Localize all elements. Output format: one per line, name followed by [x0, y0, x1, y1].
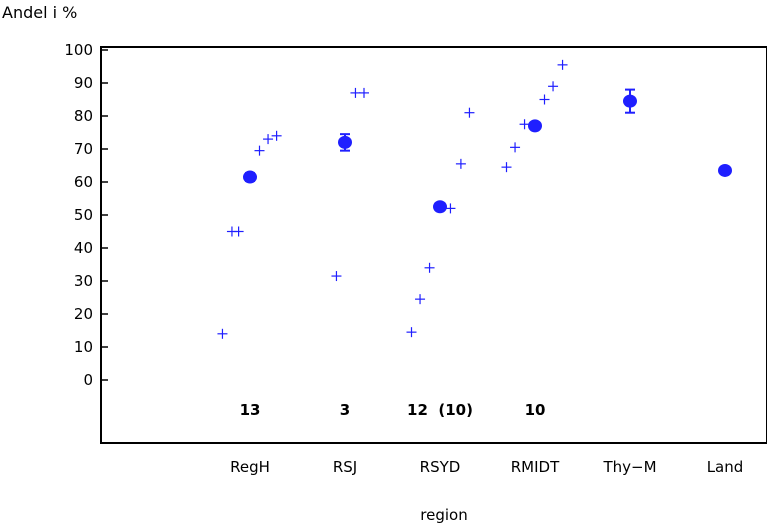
- plus-point: [557, 59, 568, 70]
- plus-point: [501, 162, 512, 173]
- plus-point: [359, 87, 369, 98]
- plus-point: [350, 87, 361, 98]
- mean-point: [338, 133, 352, 152]
- x-tick-label: Thy−M: [602, 458, 656, 476]
- mean-circle: [718, 163, 732, 177]
- plus-point: [464, 107, 475, 118]
- y-tick-label: 30: [74, 272, 93, 290]
- x-tick-label: RegH: [230, 458, 270, 476]
- plus-point: [271, 130, 282, 141]
- count-labels: 13 3 12 (10) 10: [240, 401, 546, 419]
- mean-point: [243, 170, 257, 184]
- y-axis-ticks: 0 10 20 30 40 50 60 70 80 90 100: [64, 41, 108, 389]
- y-tick-label: 100: [64, 41, 93, 59]
- plus-point: [263, 134, 274, 145]
- mean-circle: [623, 94, 637, 108]
- plus-point: [445, 203, 456, 214]
- mean-points: [243, 88, 732, 214]
- mean-circle: [528, 119, 542, 133]
- x-axis-ticks: RegH RSJ RSYD RMIDT Thy−M Land: [230, 458, 743, 476]
- plot-frame: [100, 46, 767, 444]
- mean-point: [718, 163, 732, 177]
- plus-point: [424, 262, 435, 273]
- x-tick-label: RMIDT: [511, 458, 560, 476]
- y-axis-label: Andel i %: [2, 3, 77, 22]
- mean-circle: [338, 135, 352, 149]
- count-label: 12 (10): [407, 401, 473, 419]
- plus-point: [415, 294, 426, 305]
- mean-circle: [433, 200, 447, 214]
- plus-point: [548, 81, 559, 92]
- plus-point: [254, 145, 265, 156]
- x-tick-label: RSYD: [420, 458, 461, 476]
- plus-point: [233, 226, 244, 237]
- x-axis-label: region: [420, 506, 467, 524]
- plus-points: [217, 59, 568, 339]
- y-tick-label: 50: [74, 206, 93, 224]
- y-tick-label: 70: [74, 140, 93, 158]
- y-tick-label: 10: [74, 338, 93, 356]
- count-label: 13: [240, 401, 261, 419]
- x-tick-label: Land: [707, 458, 744, 476]
- y-tick-label: 80: [74, 107, 93, 125]
- count-label: 3: [340, 401, 350, 419]
- y-tick-label: 20: [74, 305, 93, 323]
- plus-point: [455, 158, 466, 169]
- y-tick-label: 90: [74, 74, 93, 92]
- y-tick-label: 0: [83, 371, 93, 389]
- plus-point: [539, 94, 550, 105]
- y-tick-label: 40: [74, 239, 93, 257]
- mean-point: [528, 119, 542, 133]
- y-tick-label: 60: [74, 173, 93, 191]
- plus-point: [519, 119, 530, 130]
- plus-point: [406, 327, 417, 338]
- mean-point: [433, 200, 447, 214]
- plus-point: [217, 328, 228, 339]
- plus-point: [510, 142, 521, 153]
- count-label: 10: [525, 401, 546, 419]
- mean-circle: [243, 170, 257, 184]
- plus-point: [331, 271, 342, 282]
- mean-point: [623, 88, 637, 114]
- x-tick-label: RSJ: [333, 458, 357, 476]
